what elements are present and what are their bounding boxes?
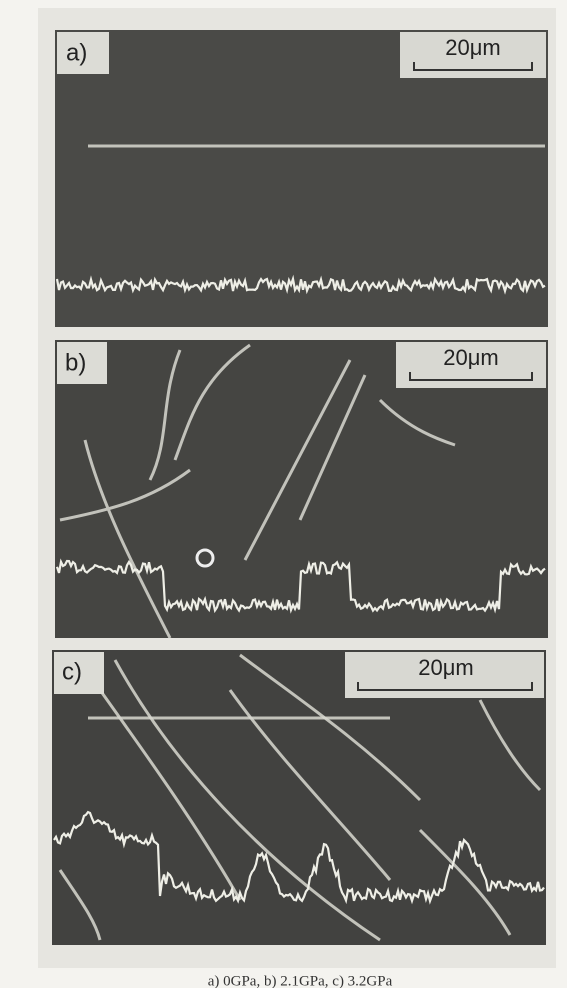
panel-b: b) 20μm bbox=[55, 340, 548, 638]
scale-bar-label: 20μm bbox=[418, 655, 473, 680]
scale-bar-label: 20μm bbox=[443, 345, 498, 370]
caption: a) 0GPa, b) 2.1GPa, c) 3.2GPa bbox=[208, 973, 393, 988]
panel-label: b) bbox=[65, 349, 86, 376]
panel-label: c) bbox=[62, 658, 82, 685]
panel-a: a) 20μm bbox=[55, 30, 548, 327]
scale-bar-label: 20μm bbox=[445, 35, 500, 60]
figure: a) 20μm b) 20μm c) 20μm a) 0GPa, b) 2.1G… bbox=[0, 0, 567, 988]
panel-label: a) bbox=[66, 39, 87, 66]
panel-c: c) 20μm bbox=[52, 650, 546, 945]
